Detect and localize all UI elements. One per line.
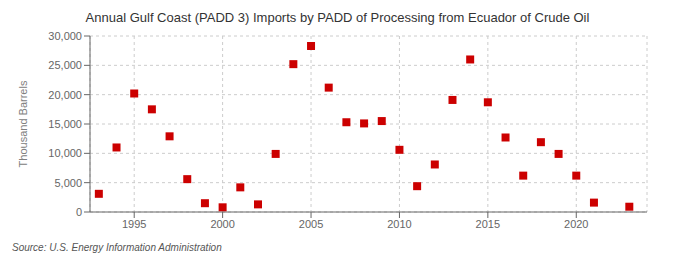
svg-text:15,000: 15,000 xyxy=(48,118,82,130)
svg-text:2005: 2005 xyxy=(299,218,323,230)
svg-text:1995: 1995 xyxy=(122,218,146,230)
svg-text:2000: 2000 xyxy=(210,218,234,230)
svg-text:2010: 2010 xyxy=(387,218,411,230)
svg-text:25,000: 25,000 xyxy=(48,59,82,71)
svg-text:10,000: 10,000 xyxy=(48,147,82,159)
svg-text:20,000: 20,000 xyxy=(48,89,82,101)
svg-text:2020: 2020 xyxy=(564,218,588,230)
svg-text:5,000: 5,000 xyxy=(54,177,82,189)
svg-text:Thousand Barrels: Thousand Barrels xyxy=(17,80,29,167)
svg-text:2015: 2015 xyxy=(476,218,500,230)
svg-text:0: 0 xyxy=(76,206,82,218)
html-text:Source: U.S. Energy Informatio: Source: U.S. Energy Information Administ… xyxy=(12,242,222,253)
html-text:Annual Gulf Coast (PADD 3) Imp: Annual Gulf Coast (PADD 3) Imports by PA… xyxy=(85,10,590,25)
svg-text:30,000: 30,000 xyxy=(48,30,82,42)
